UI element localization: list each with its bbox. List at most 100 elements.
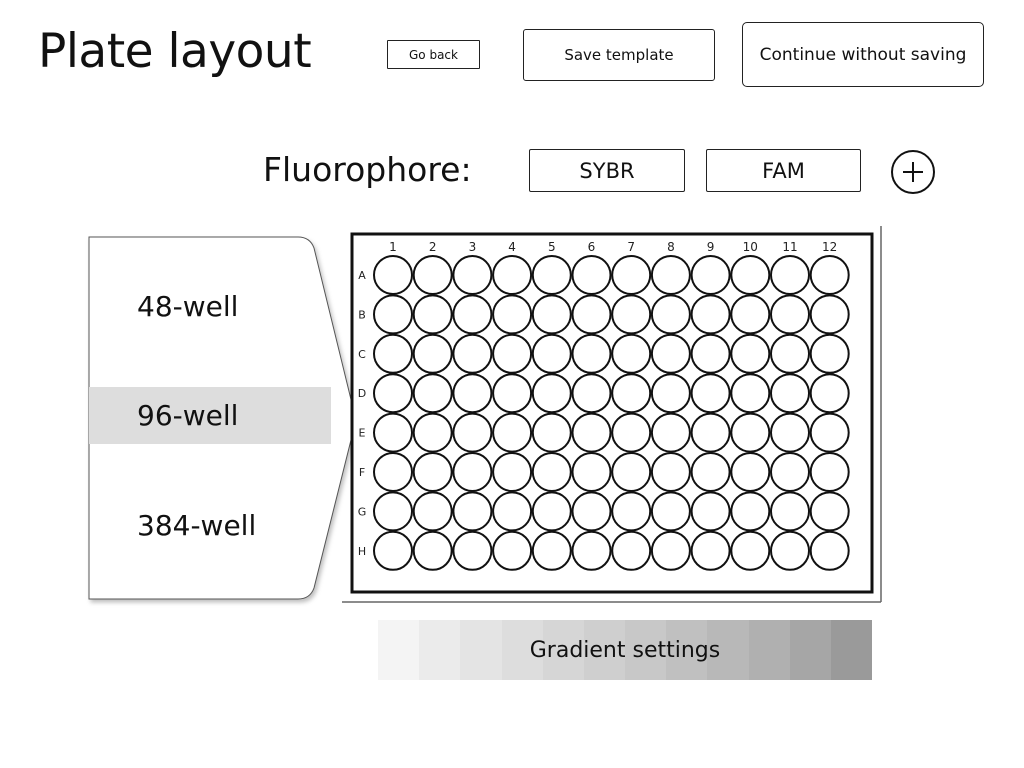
plate-well[interactable]: [650, 412, 691, 453]
plate-well[interactable]: [809, 255, 850, 295]
plate-well[interactable]: [452, 373, 493, 414]
add-fluorophore-button[interactable]: [891, 150, 935, 194]
plate-well[interactable]: [730, 373, 771, 414]
plate-well[interactable]: [571, 294, 612, 335]
plate-well[interactable]: [492, 333, 533, 374]
gradient-settings-button[interactable]: Gradient settings: [378, 620, 872, 680]
plate-well[interactable]: [770, 491, 810, 532]
plate-well[interactable]: [730, 530, 771, 571]
plate-well[interactable]: [452, 333, 493, 374]
plate-well[interactable]: [412, 255, 453, 295]
plate-well[interactable]: [809, 491, 850, 532]
plate-well[interactable]: [373, 373, 413, 414]
plate-well[interactable]: [611, 452, 652, 492]
plate-well[interactable]: [730, 294, 771, 335]
plate-well[interactable]: [611, 255, 652, 295]
plate-well[interactable]: [650, 491, 691, 532]
plate-well[interactable]: [611, 491, 652, 532]
plate-well[interactable]: [373, 452, 413, 492]
plate-well[interactable]: [571, 333, 612, 374]
plate-well[interactable]: [531, 452, 572, 492]
plate-well[interactable]: [412, 491, 453, 532]
plate-well[interactable]: [571, 373, 612, 414]
plate-well[interactable]: [412, 294, 453, 335]
plate-well[interactable]: [690, 255, 731, 295]
plate-well[interactable]: [770, 373, 810, 414]
plate-well[interactable]: [770, 530, 810, 571]
plate-well[interactable]: [809, 530, 850, 571]
plate-well[interactable]: [770, 333, 810, 374]
plate-well[interactable]: [770, 412, 810, 453]
fluorophore-sybr-button[interactable]: SYBR: [529, 149, 685, 192]
plate-well[interactable]: [730, 491, 771, 532]
plate-well[interactable]: [531, 294, 572, 335]
plate-well[interactable]: [730, 333, 771, 374]
plate-well[interactable]: [492, 294, 533, 335]
plate-well[interactable]: [809, 294, 850, 335]
plate-well[interactable]: [492, 255, 533, 295]
plate-well[interactable]: [611, 294, 652, 335]
plate-well[interactable]: [690, 373, 731, 414]
plate-well[interactable]: [571, 530, 612, 571]
plate-well[interactable]: [650, 255, 691, 295]
plate-well[interactable]: [452, 491, 493, 532]
plate-well[interactable]: [531, 255, 572, 295]
plate-well[interactable]: [373, 255, 413, 295]
go-back-button[interactable]: Go back: [387, 40, 480, 69]
plate-well[interactable]: [650, 373, 691, 414]
plate-well[interactable]: [531, 530, 572, 571]
plate-well[interactable]: [611, 530, 652, 571]
plate-well[interactable]: [730, 412, 771, 453]
plate-well[interactable]: [571, 412, 612, 453]
plate-well[interactable]: [571, 255, 612, 295]
plate-option-384-well[interactable]: 384-well: [137, 509, 257, 542]
plate-option-96-well[interactable]: 96-well: [89, 387, 331, 444]
plate-well[interactable]: [690, 333, 731, 374]
plate-well[interactable]: [373, 412, 413, 453]
plate-well[interactable]: [650, 530, 691, 571]
plate-well[interactable]: [611, 333, 652, 374]
plate-well[interactable]: [412, 530, 453, 571]
plate-option-48-well[interactable]: 48-well: [137, 290, 239, 323]
plate-well[interactable]: [531, 491, 572, 532]
plate-well[interactable]: [650, 452, 691, 492]
plate-well[interactable]: [452, 530, 493, 571]
plate-well[interactable]: [492, 530, 533, 571]
plate-well[interactable]: [809, 452, 850, 492]
plate-well[interactable]: [452, 255, 493, 295]
plate-well[interactable]: [690, 491, 731, 532]
plate-well[interactable]: [492, 412, 533, 453]
plate-well[interactable]: [452, 294, 493, 335]
plate-well[interactable]: [452, 412, 493, 453]
plate-well[interactable]: [650, 294, 691, 335]
plate-well[interactable]: [492, 452, 533, 492]
plate-well[interactable]: [770, 294, 810, 335]
fluorophore-fam-button[interactable]: FAM: [706, 149, 861, 192]
plate-well[interactable]: [650, 333, 691, 374]
plate-well[interactable]: [809, 412, 850, 453]
plate-well[interactable]: [373, 530, 413, 571]
save-template-button[interactable]: Save template: [523, 29, 715, 81]
plate-well[interactable]: [492, 373, 533, 414]
plate-well[interactable]: [412, 412, 453, 453]
continue-without-saving-button[interactable]: Continue without saving: [742, 22, 984, 87]
plate-well[interactable]: [571, 491, 612, 532]
plate-well[interactable]: [730, 452, 771, 492]
plate-well[interactable]: [571, 452, 612, 492]
plate-well[interactable]: [452, 452, 493, 492]
plate-well[interactable]: [611, 373, 652, 414]
plate-well[interactable]: [690, 294, 731, 335]
plate-well[interactable]: [770, 452, 810, 492]
plate-well[interactable]: [373, 491, 413, 532]
plate-well[interactable]: [770, 255, 810, 295]
plate-well[interactable]: [611, 412, 652, 453]
plate-well[interactable]: [412, 373, 453, 414]
plate-well[interactable]: [412, 333, 453, 374]
plate-well[interactable]: [690, 530, 731, 571]
plate-well[interactable]: [373, 333, 413, 374]
plate-well[interactable]: [809, 373, 850, 414]
plate-well[interactable]: [730, 255, 771, 295]
plate-well[interactable]: [531, 333, 572, 374]
plate-well[interactable]: [690, 412, 731, 453]
plate-well[interactable]: [373, 294, 413, 335]
